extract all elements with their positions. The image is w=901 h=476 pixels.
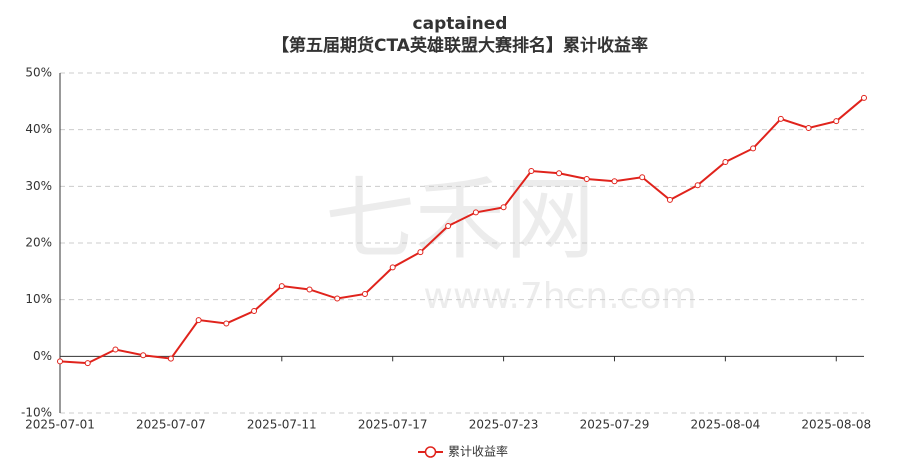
- chart-title: captained: [413, 14, 508, 34]
- legend-label: 累计收益率: [448, 444, 508, 459]
- data-point: [278, 283, 285, 290]
- data-point: [805, 124, 812, 131]
- y-tick-label: 0%: [33, 349, 52, 363]
- data-point: [445, 223, 452, 229]
- data-point: [417, 249, 424, 256]
- y-tick-label: 50%: [25, 66, 52, 80]
- data-point: [334, 295, 341, 302]
- data-point: [666, 196, 673, 203]
- x-tick-label: 2025-07-07: [136, 418, 206, 432]
- y-tick-label: 40%: [25, 122, 52, 136]
- data-point: [306, 286, 313, 293]
- data-point: [223, 320, 230, 327]
- x-tick-label: 2025-08-04: [691, 418, 761, 432]
- data-point: [361, 291, 368, 297]
- legend-marker: [424, 446, 437, 458]
- data-point: [777, 115, 784, 122]
- y-tick-label: 20%: [25, 236, 52, 250]
- y-tick-label: 30%: [25, 179, 52, 193]
- x-tick-label: 2025-07-23: [469, 418, 539, 432]
- data-point: [750, 145, 757, 152]
- y-tick-label: -10%: [21, 406, 52, 420]
- data-point: [251, 308, 258, 314]
- data-point: [722, 158, 729, 165]
- data-point: [861, 94, 867, 101]
- data-point: [639, 174, 646, 181]
- data-point: [112, 346, 119, 353]
- data-point: [472, 209, 479, 216]
- data-point: [195, 317, 202, 324]
- data-point: [140, 352, 147, 359]
- data-point: [389, 264, 396, 271]
- data-point: [694, 182, 701, 189]
- x-tick-label: 2025-07-11: [247, 418, 317, 432]
- series-line: [59, 97, 865, 365]
- data-point: [583, 175, 590, 182]
- chart-subtitle: 【第五届期货CTA英雄联盟大赛排名】累计收益率: [272, 35, 648, 56]
- x-tick-label: 2025-08-08: [801, 418, 871, 432]
- x-tick-label: 2025-07-01: [25, 418, 95, 432]
- data-point: [611, 178, 618, 185]
- data-point: [833, 118, 840, 125]
- x-tick-label: 2025-07-29: [580, 418, 650, 432]
- data-point: [57, 358, 63, 365]
- data-point: [84, 360, 91, 367]
- x-tick-label: 2025-07-17: [358, 418, 428, 432]
- data-point: [167, 355, 174, 362]
- data-point: [556, 170, 563, 177]
- watermark-url: www.7hcn.com: [423, 276, 696, 317]
- data-point: [500, 204, 507, 211]
- data-point: [528, 168, 535, 175]
- y-tick-label: 10%: [25, 292, 52, 306]
